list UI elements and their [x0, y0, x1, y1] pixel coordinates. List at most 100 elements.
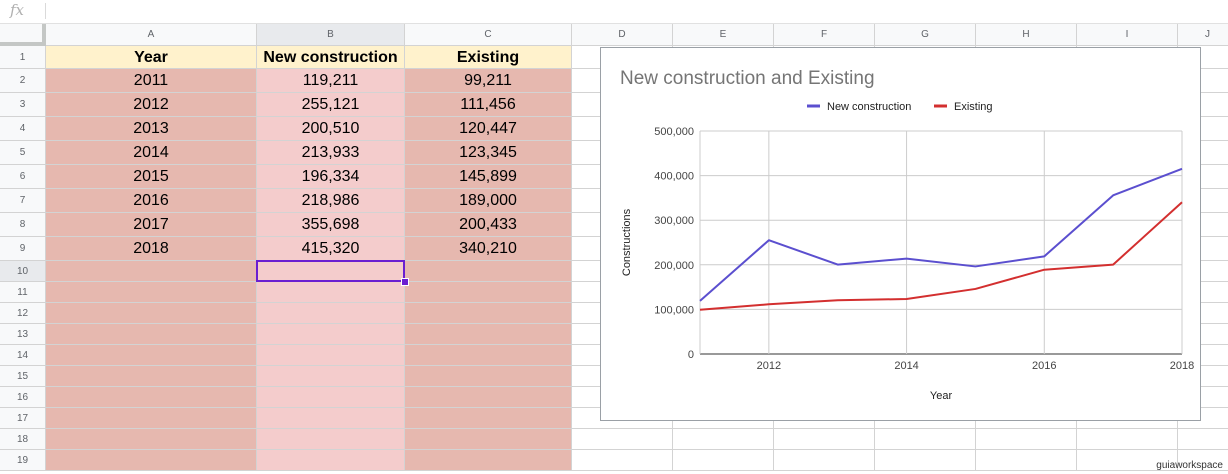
- cell-d19[interactable]: [572, 450, 673, 471]
- cell-c19[interactable]: [405, 450, 572, 471]
- cell-b3[interactable]: 255,121: [257, 93, 405, 117]
- column-header-j[interactable]: J: [1178, 24, 1228, 46]
- cell-a7[interactable]: 2016: [46, 189, 257, 213]
- cell-a5[interactable]: 2014: [46, 141, 257, 165]
- cell-c15[interactable]: [405, 366, 572, 387]
- cell-b14[interactable]: [257, 345, 405, 366]
- cell-j17[interactable]: [1178, 408, 1228, 429]
- cell-j5[interactable]: [1178, 141, 1228, 165]
- cell-j3[interactable]: [1178, 93, 1228, 117]
- cell-c8[interactable]: 200,433: [405, 213, 572, 237]
- cell-a8[interactable]: 2017: [46, 213, 257, 237]
- column-header-b[interactable]: B: [257, 24, 405, 46]
- column-header-d[interactable]: D: [572, 24, 673, 46]
- cell-c6[interactable]: 145,899: [405, 165, 572, 189]
- cell-a2[interactable]: 2011: [46, 69, 257, 93]
- cell-a13[interactable]: [46, 324, 257, 345]
- cell-b6[interactable]: 196,334: [257, 165, 405, 189]
- row-header-5[interactable]: 5: [0, 141, 46, 165]
- cell-c18[interactable]: [405, 429, 572, 450]
- column-header-g[interactable]: G: [875, 24, 976, 46]
- row-header-11[interactable]: 11: [0, 282, 46, 303]
- cell-c12[interactable]: [405, 303, 572, 324]
- column-header-e[interactable]: E: [673, 24, 774, 46]
- cell-h18[interactable]: [976, 429, 1077, 450]
- cell-e19[interactable]: [673, 450, 774, 471]
- cell-a10[interactable]: [46, 261, 257, 282]
- cell-b5[interactable]: 213,933: [257, 141, 405, 165]
- cell-c16[interactable]: [405, 387, 572, 408]
- cell-b4[interactable]: 200,510: [257, 117, 405, 141]
- cell-d18[interactable]: [572, 429, 673, 450]
- row-header-4[interactable]: 4: [0, 117, 46, 141]
- cell-c11[interactable]: [405, 282, 572, 303]
- cell-j9[interactable]: [1178, 237, 1228, 261]
- column-header-f[interactable]: F: [774, 24, 875, 46]
- cell-c4[interactable]: 120,447: [405, 117, 572, 141]
- row-header-3[interactable]: 3: [0, 93, 46, 117]
- formula-bar[interactable]: fx: [0, 0, 1228, 24]
- cell-a12[interactable]: [46, 303, 257, 324]
- cell-c9[interactable]: 340,210: [405, 237, 572, 261]
- cell-j15[interactable]: [1178, 366, 1228, 387]
- cell-j10[interactable]: [1178, 261, 1228, 282]
- header-cell-c[interactable]: Existing: [405, 46, 572, 69]
- cell-j18[interactable]: [1178, 429, 1228, 450]
- cell-b17[interactable]: [257, 408, 405, 429]
- row-header-12[interactable]: 12: [0, 303, 46, 324]
- row-header-1[interactable]: 1: [0, 46, 46, 69]
- cell-b8[interactable]: 355,698: [257, 213, 405, 237]
- cell-a15[interactable]: [46, 366, 257, 387]
- cell-b19[interactable]: [257, 450, 405, 471]
- cell-c10[interactable]: [405, 261, 572, 282]
- cell-a18[interactable]: [46, 429, 257, 450]
- cell-j13[interactable]: [1178, 324, 1228, 345]
- column-header-a[interactable]: A: [46, 24, 257, 46]
- cell-f19[interactable]: [774, 450, 875, 471]
- cell-b15[interactable]: [257, 366, 405, 387]
- row-header-2[interactable]: 2: [0, 69, 46, 93]
- cell-e18[interactable]: [673, 429, 774, 450]
- cell-a4[interactable]: 2013: [46, 117, 257, 141]
- row-header-18[interactable]: 18: [0, 429, 46, 450]
- cell-j4[interactable]: [1178, 117, 1228, 141]
- cell-j2[interactable]: [1178, 69, 1228, 93]
- cell-b18[interactable]: [257, 429, 405, 450]
- cell-c14[interactable]: [405, 345, 572, 366]
- cell-j11[interactable]: [1178, 282, 1228, 303]
- cell-b11[interactable]: [257, 282, 405, 303]
- cell-j14[interactable]: [1178, 345, 1228, 366]
- row-header-16[interactable]: 16: [0, 387, 46, 408]
- cell-c7[interactable]: 189,000: [405, 189, 572, 213]
- cell-j7[interactable]: [1178, 189, 1228, 213]
- row-header-6[interactable]: 6: [0, 165, 46, 189]
- row-header-10[interactable]: 10: [0, 261, 46, 282]
- cell-g19[interactable]: [875, 450, 976, 471]
- column-header-h[interactable]: H: [976, 24, 1077, 46]
- cell-b9[interactable]: 415,320: [257, 237, 405, 261]
- cell-g18[interactable]: [875, 429, 976, 450]
- cell-f18[interactable]: [774, 429, 875, 450]
- cell-c2[interactable]: 99,211: [405, 69, 572, 93]
- select-all-corner[interactable]: [0, 24, 46, 46]
- fill-handle[interactable]: [401, 278, 409, 286]
- header-cell-a[interactable]: Year: [46, 46, 257, 69]
- cell-j16[interactable]: [1178, 387, 1228, 408]
- cell-a6[interactable]: 2015: [46, 165, 257, 189]
- cell-a16[interactable]: [46, 387, 257, 408]
- row-header-9[interactable]: 9: [0, 237, 46, 261]
- cell-a17[interactable]: [46, 408, 257, 429]
- cell-a19[interactable]: [46, 450, 257, 471]
- cell-j19[interactable]: [1178, 450, 1228, 471]
- cell-c5[interactable]: 123,345: [405, 141, 572, 165]
- row-header-7[interactable]: 7: [0, 189, 46, 213]
- cell-j6[interactable]: [1178, 165, 1228, 189]
- column-header-c[interactable]: C: [405, 24, 572, 46]
- row-header-15[interactable]: 15: [0, 366, 46, 387]
- cell-c3[interactable]: 111,456: [405, 93, 572, 117]
- cell-j12[interactable]: [1178, 303, 1228, 324]
- cell-b2[interactable]: 119,211: [257, 69, 405, 93]
- row-header-19[interactable]: 19: [0, 450, 46, 471]
- cell-b16[interactable]: [257, 387, 405, 408]
- cell-i19[interactable]: [1077, 450, 1178, 471]
